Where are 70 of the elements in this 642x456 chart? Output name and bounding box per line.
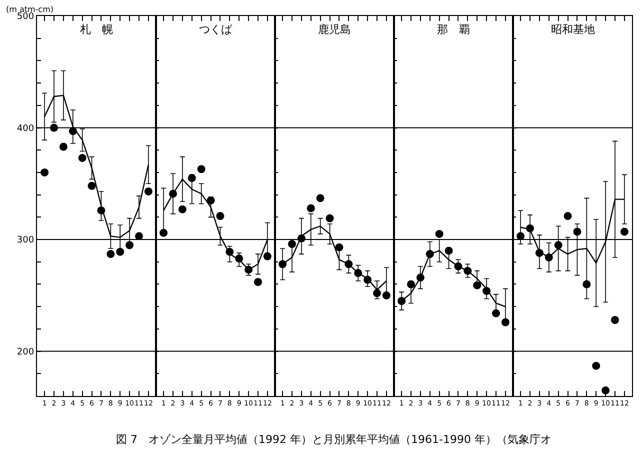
point [297,234,306,242]
point [40,168,49,176]
point [482,286,491,295]
point [516,232,525,240]
point [50,124,58,132]
point [526,224,534,232]
point [364,276,372,284]
point [344,260,353,268]
text: 昭和基地 [551,23,595,36]
point [97,206,106,214]
point [501,318,510,326]
text: 那 覇 [437,23,470,36]
text: つくば [199,23,233,36]
point [454,262,462,270]
point [564,212,572,220]
point [435,230,444,238]
point [611,316,619,324]
y-tick-label: 500 [16,12,34,22]
point [106,250,115,258]
point [444,246,453,255]
point [226,248,234,256]
point [382,291,390,300]
point [416,274,424,282]
point [492,309,500,318]
point [335,243,344,252]
point [144,187,152,196]
y-axis-title: (m atm-cm) [6,5,54,14]
text: 鹿児島 [318,23,351,36]
point [263,252,272,260]
point [464,266,472,275]
point [126,241,134,250]
point [178,205,186,214]
point [188,174,196,182]
point [573,228,582,236]
point [592,362,600,370]
point [59,142,68,151]
caption: 図 7 オゾン全量月平均値（1992 年）と月別累年平均値（1961-1990 年）（気象庁オ [116,433,552,446]
point [554,241,562,250]
point [135,232,143,240]
point [473,281,482,290]
point [373,289,381,298]
point [306,204,315,212]
point [78,154,86,162]
point [235,254,244,263]
point [278,260,287,268]
point [288,240,296,248]
point [407,280,415,288]
point [216,212,224,220]
point [88,182,96,190]
point [398,297,406,305]
point [169,190,177,198]
point [254,278,262,286]
point [316,194,324,202]
point [206,196,215,204]
y-tick-label: 400 [16,124,34,134]
y-tick-label: 200 [16,347,34,358]
point [326,214,334,222]
point [160,228,168,237]
point [354,269,362,278]
point [602,386,610,394]
point [535,248,544,257]
point [426,250,434,258]
point [197,165,206,174]
point [68,127,77,136]
point [544,253,553,262]
point [620,228,628,236]
text: 札 幌 [80,23,113,36]
point [116,248,124,256]
point [582,280,591,288]
y-tick-label: 300 [16,236,34,246]
